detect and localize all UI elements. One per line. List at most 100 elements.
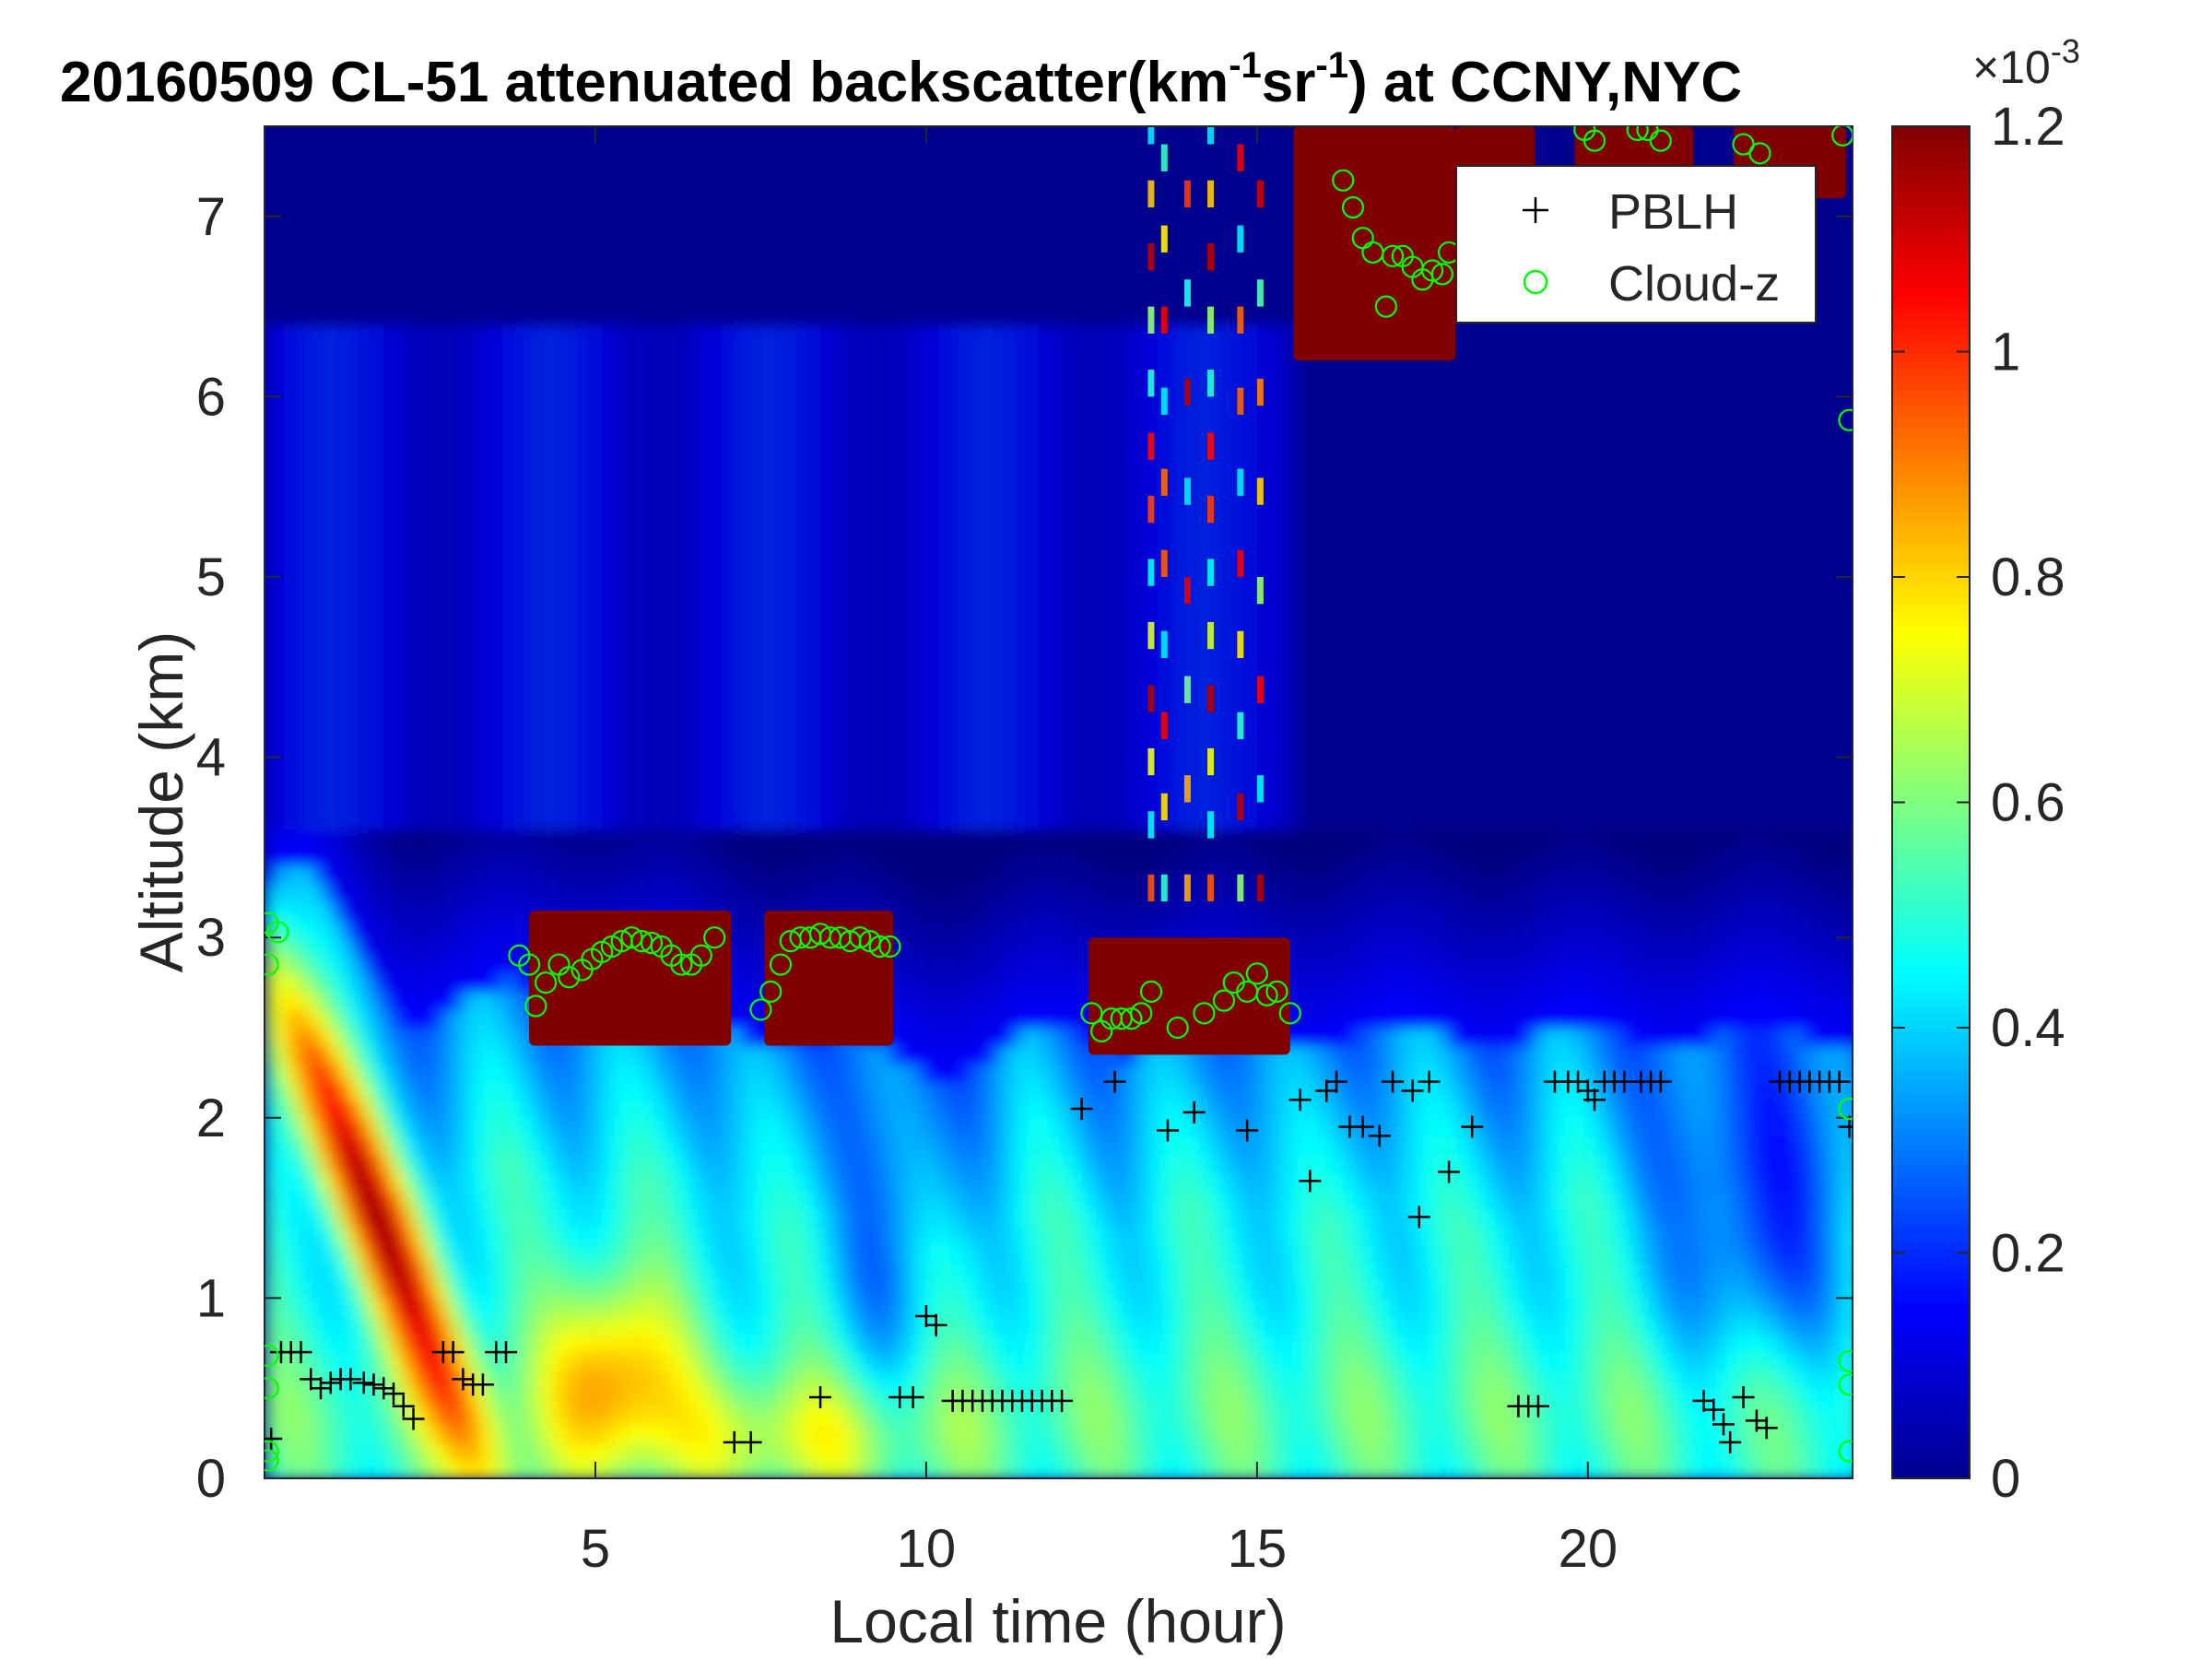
- x-tick-label: 5: [581, 1519, 610, 1579]
- pblh-marker: [319, 1371, 342, 1394]
- legend: PBLH Cloud-z: [1455, 165, 1817, 324]
- cloud-z-series: [265, 126, 1853, 1472]
- pblh-marker: [1182, 1100, 1206, 1124]
- cloud-z-marker: [1341, 195, 1365, 219]
- x-tick-label: 20: [1559, 1519, 1618, 1579]
- cloud-z-marker: [670, 953, 693, 976]
- colorbar-tick-label: 0.8: [1991, 547, 2065, 607]
- pblh-marker: [1418, 1070, 1441, 1093]
- y-tick-label: 7: [196, 187, 226, 247]
- pblh-marker: [265, 1427, 283, 1450]
- pblh-marker: [452, 1368, 475, 1391]
- cloud-z-marker: [265, 1440, 279, 1463]
- pblh-marker: [289, 1341, 312, 1364]
- legend-cloud-label: Cloud-z: [1608, 256, 1780, 312]
- pblh-marker: [1828, 1070, 1851, 1093]
- cloud-z-marker: [558, 966, 581, 989]
- legend-pblh-label: PBLH: [1608, 184, 1738, 240]
- cloud-z-marker: [1838, 408, 1853, 431]
- colorbar-tick-label: 0: [1991, 1449, 2020, 1509]
- cloud-z-marker: [1265, 980, 1288, 1003]
- legend-cloud-marker: [1523, 269, 1548, 295]
- pblh-marker: [1755, 1417, 1778, 1440]
- pblh-marker: [1156, 1119, 1179, 1142]
- colorbar: 0 0.2 0.4 0.6 0.8 1 1.2 ×10-3: [1891, 32, 2080, 1509]
- pblh-marker: [392, 1394, 415, 1418]
- pblh-marker: [471, 1373, 494, 1396]
- y-tick-label: 2: [196, 1088, 226, 1148]
- pblh-marker: [362, 1373, 385, 1396]
- pblh-marker: [1368, 1124, 1391, 1147]
- cloud-z-marker: [1583, 129, 1606, 152]
- pblh-marker: [1315, 1079, 1338, 1102]
- cloud-z-marker: [1193, 1002, 1216, 1025]
- pblh-marker: [1732, 1385, 1755, 1408]
- pblh-marker: [1382, 1070, 1405, 1093]
- cloud-z-marker: [1649, 129, 1672, 152]
- cloud-z-marker: [849, 926, 872, 949]
- cloud-z-marker: [759, 980, 782, 1003]
- pblh-marker: [352, 1371, 375, 1394]
- legend-box: [1455, 165, 1817, 324]
- pblh-marker: [1103, 1070, 1126, 1093]
- pblh-marker: [495, 1341, 518, 1364]
- cloud-z-marker: [265, 953, 279, 976]
- cloud-z-marker: [868, 935, 891, 959]
- pblh-marker: [1526, 1394, 1549, 1418]
- y-axis-label: Altitude (km): [127, 631, 195, 972]
- cloud-z-marker: [1245, 962, 1268, 985]
- x-axis: 5 10 15 20: [581, 126, 1618, 1579]
- cloud-z-marker: [1212, 989, 1236, 1012]
- colorbar-exponent: ×10-3: [1972, 32, 2080, 93]
- pblh-marker: [382, 1382, 405, 1406]
- x-axis-label: Local time (hour): [830, 1587, 1286, 1655]
- cloud-z-marker: [703, 926, 726, 949]
- cloud-z-marker: [1332, 169, 1355, 192]
- pblh-marker: [1567, 1070, 1590, 1093]
- pblh-marker: [1583, 1088, 1606, 1112]
- cloud-z-marker: [524, 994, 547, 1018]
- legend-pblh-marker: [1523, 197, 1548, 223]
- pblh-marker: [1461, 1115, 1484, 1138]
- pblh-marker: [924, 1313, 947, 1336]
- cloud-z-marker: [749, 998, 772, 1021]
- cloud-z-marker: [265, 1449, 279, 1472]
- cloud-z-marker: [1748, 142, 1771, 165]
- pblh-marker: [339, 1368, 362, 1391]
- pblh-marker: [1702, 1398, 1725, 1421]
- pblh-series: [265, 1070, 1853, 1453]
- pblh-marker: [1299, 1170, 1322, 1193]
- cloud-z-marker: [1278, 1002, 1301, 1025]
- cloud-z-marker: [1636, 126, 1659, 142]
- pblh-marker: [1236, 1119, 1259, 1142]
- cloud-z-marker: [1255, 983, 1278, 1006]
- y-tick-label: 0: [196, 1449, 226, 1509]
- cloud-z-marker: [1381, 244, 1405, 267]
- pblh-marker: [914, 1304, 937, 1327]
- pblh-marker: [300, 1368, 323, 1391]
- x-tick-label: 15: [1228, 1519, 1288, 1579]
- colorbar-tick-label: 1: [1991, 323, 2020, 382]
- pblh-marker: [1649, 1070, 1672, 1093]
- cloud-z-marker: [1626, 126, 1649, 142]
- cloud-region: [1088, 937, 1290, 1055]
- y-tick-label: 4: [196, 728, 226, 788]
- x-tick-label: 10: [897, 1519, 957, 1579]
- pblh-marker: [1351, 1115, 1374, 1138]
- colorbar-tick-label: 0.2: [1991, 1224, 2065, 1284]
- pblh-marker: [1288, 1088, 1312, 1112]
- pblh-marker: [1407, 1206, 1430, 1229]
- cloud-z-marker: [640, 931, 664, 955]
- cloud-z-marker: [1421, 259, 1444, 282]
- cloud-z-marker: [1139, 980, 1163, 1003]
- y-tick-label: 1: [196, 1268, 226, 1328]
- cloud-z-marker: [266, 921, 289, 944]
- pblh-marker: [1051, 1389, 1074, 1412]
- pblh-marker: [739, 1430, 762, 1453]
- pblh-marker: [1401, 1079, 1424, 1102]
- pblh-marker: [402, 1407, 425, 1430]
- pblh-marker: [1712, 1413, 1735, 1436]
- cloud-z-marker: [518, 953, 541, 976]
- cloud-z-marker: [1838, 1097, 1853, 1121]
